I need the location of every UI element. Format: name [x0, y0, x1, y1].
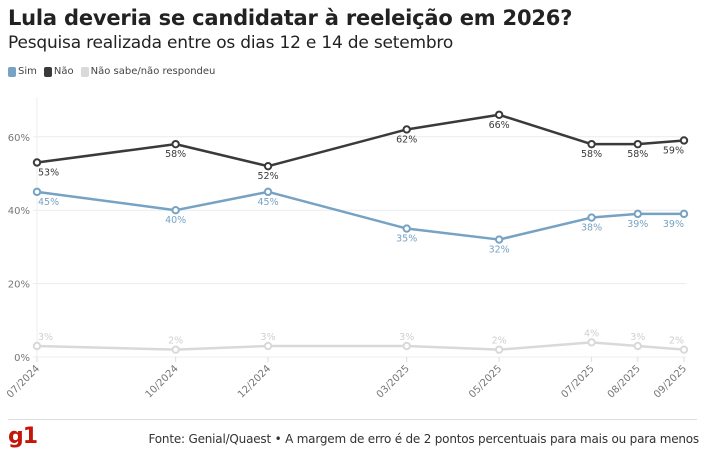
data-label: 32%	[489, 245, 510, 256]
data-point	[494, 235, 504, 244]
series-line	[36, 341, 685, 351]
data-label: 58%	[627, 149, 648, 160]
series-line	[36, 113, 685, 168]
x-tick-label: 07/2024	[5, 363, 42, 400]
data-point	[171, 139, 180, 149]
data-label: 62%	[396, 134, 417, 145]
data-point	[587, 139, 596, 149]
data-label: 40%	[165, 215, 186, 226]
data-label: 3%	[38, 332, 53, 343]
legend-item-nao-sabe[interactable]: Não sabe/não respondeu	[80, 66, 216, 77]
data-point	[263, 161, 273, 171]
chart-title: Lula deveria se candidatar à reeleição e…	[8, 6, 573, 30]
data-label: 2%	[168, 336, 183, 347]
legend-swatch-nao	[43, 66, 52, 77]
data-point	[679, 136, 689, 145]
data-label: 59%	[663, 145, 684, 156]
series-group: 45%40%45%35%32%38% 39% 39%53%58%52%62%66%5…	[32, 110, 689, 354]
data-label: 3%	[630, 332, 645, 343]
x-axis: 07/2024 10/2024 12/2024 03/2025 05/2025 07/20…	[5, 357, 689, 400]
data-label: 4%	[584, 328, 599, 339]
data-point	[171, 206, 180, 215]
data-label: 2%	[669, 336, 684, 347]
series-1: 53% 58% 52% 62% 66% 58% 58% 59%	[32, 110, 689, 182]
legend-item-nao[interactable]: Não	[43, 66, 74, 77]
data-point	[494, 345, 504, 354]
x-tick-label: 03/2025	[375, 363, 412, 400]
x-tick-label: 12/2024	[236, 363, 273, 400]
data-label: 52%	[258, 171, 279, 182]
data-point	[402, 125, 411, 134]
source-note: Fonte: Genial/Quaest • A margem de erro …	[148, 432, 700, 446]
x-tick-label: 10/2024	[144, 363, 181, 400]
series-0: 45% 40% 45% 35% 32% 38% 39% 39%	[32, 187, 689, 256]
data-point	[32, 158, 42, 167]
data-label: 53%	[38, 167, 59, 178]
legend-swatch-nao-sabe	[80, 66, 89, 77]
data-point	[633, 139, 642, 149]
x-tick-label: 08/2025	[606, 363, 643, 400]
legend-label-nao: Não	[53, 66, 74, 77]
y-axis: 0% 20% 40% 60%	[8, 133, 30, 364]
data-point	[679, 345, 689, 354]
legend-item-sim[interactable]: Sim	[8, 66, 37, 77]
data-point	[402, 341, 411, 351]
data-label: 3%	[399, 332, 414, 343]
data-point	[679, 209, 689, 219]
data-label: 45%	[38, 197, 59, 208]
legend: Sim Não Não sabe/não respondeu	[8, 66, 215, 77]
data-point	[32, 187, 42, 197]
data-label: 39%	[663, 219, 684, 230]
y-tick-label: 20%	[8, 280, 30, 291]
data-point	[587, 213, 596, 222]
data-label: 38%	[581, 223, 602, 234]
data-label: 58%	[165, 149, 186, 160]
data-point	[402, 224, 411, 233]
data-label: 58%	[581, 149, 602, 160]
data-point	[633, 341, 642, 351]
data-label: 2%	[492, 336, 507, 347]
data-label: 45%	[258, 197, 279, 208]
data-label: 39%	[627, 219, 648, 230]
chart-subtitle: Pesquisa realizada entre os dias 12 e 14…	[8, 33, 454, 53]
data-label: 3%	[261, 332, 276, 343]
g1-logo[interactable]: g1	[8, 424, 38, 449]
y-tick-label: 0%	[14, 353, 30, 364]
data-point	[633, 209, 642, 219]
x-tick-label: 09/2025	[652, 363, 689, 400]
series-line	[36, 190, 684, 241]
data-label: 66%	[489, 120, 510, 131]
legend-label-nao-sabe: Não sabe/não respondeu	[90, 66, 216, 77]
line-chart: 0% 20% 40% 60% 07/2024 10/2024 12/2024 03/2025…	[5, 97, 689, 400]
legend-swatch-sim	[8, 66, 16, 77]
x-tick-label: 07/2025	[560, 363, 597, 400]
data-point	[171, 345, 180, 354]
data-label: 35%	[396, 234, 417, 245]
data-point	[587, 338, 596, 347]
y-tick-label: 60%	[8, 133, 30, 144]
series-2: 3% 2% 3% 3% 2% 4% 3% 2%	[32, 328, 689, 354]
data-point	[32, 341, 42, 351]
x-tick-label: 05/2025	[467, 363, 504, 400]
legend-label-sim: Sim	[18, 66, 37, 77]
data-point	[494, 110, 504, 119]
footer-divider	[8, 419, 697, 420]
gridlines	[33, 97, 686, 358]
y-tick-label: 40%	[8, 206, 30, 217]
data-point	[263, 341, 273, 351]
data-point	[263, 187, 273, 197]
